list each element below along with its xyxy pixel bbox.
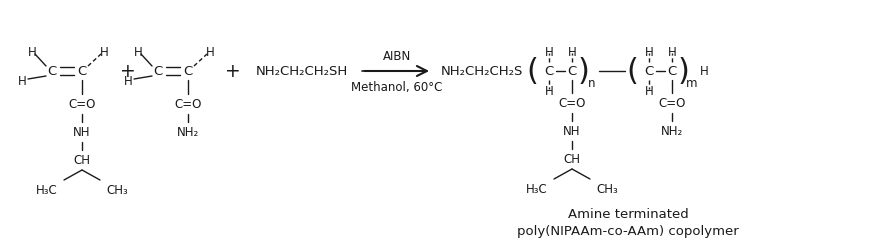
Text: H: H <box>99 45 108 58</box>
Text: ): ) <box>678 57 690 86</box>
Text: C=O: C=O <box>558 97 586 110</box>
Text: H: H <box>568 45 576 58</box>
Text: C: C <box>568 65 576 78</box>
Text: C=O: C=O <box>69 98 96 111</box>
Text: CH: CH <box>563 153 581 166</box>
Text: H: H <box>18 75 26 88</box>
Text: (: ( <box>526 57 538 86</box>
Text: NH₂: NH₂ <box>661 125 683 138</box>
Text: CH₃: CH₃ <box>106 184 128 197</box>
Text: H₃C: H₃C <box>36 184 58 197</box>
Text: Amine terminated: Amine terminated <box>568 208 688 220</box>
Text: C: C <box>77 65 86 78</box>
Text: NH: NH <box>563 125 581 138</box>
Text: H: H <box>668 45 677 58</box>
Text: n: n <box>588 77 596 90</box>
Text: NH₂: NH₂ <box>177 126 199 139</box>
Text: C: C <box>545 65 554 78</box>
Text: CH: CH <box>74 154 91 167</box>
Text: NH₂CH₂CH₂S: NH₂CH₂CH₂S <box>441 65 524 78</box>
Text: +: + <box>121 62 136 81</box>
Text: m: m <box>686 77 698 90</box>
Text: C: C <box>48 65 56 78</box>
Text: H₃C: H₃C <box>526 183 548 196</box>
Text: H: H <box>545 85 554 98</box>
Text: H: H <box>206 45 215 58</box>
Text: H: H <box>700 65 708 78</box>
Text: NH₂CH₂CH₂SH: NH₂CH₂CH₂SH <box>256 65 348 78</box>
Text: H: H <box>645 45 653 58</box>
Text: +: + <box>225 62 241 81</box>
Text: poly(NIPAAm-co-AAm) copolymer: poly(NIPAAm-co-AAm) copolymer <box>517 224 739 237</box>
Text: C=O: C=O <box>174 98 202 111</box>
Text: (: ( <box>626 57 638 86</box>
Text: C: C <box>644 65 654 78</box>
Text: Methanol, 60°C: Methanol, 60°C <box>351 81 443 94</box>
Text: C: C <box>153 65 163 78</box>
Text: CH₃: CH₃ <box>596 183 618 196</box>
Text: C: C <box>183 65 193 78</box>
Text: H: H <box>134 45 143 58</box>
Text: NH: NH <box>73 126 91 139</box>
Text: C: C <box>667 65 677 78</box>
Text: H: H <box>645 85 653 98</box>
Text: ): ) <box>578 57 590 86</box>
Text: H: H <box>123 75 132 88</box>
Text: AIBN: AIBN <box>383 50 411 63</box>
Text: C=O: C=O <box>658 97 686 110</box>
Text: H: H <box>27 45 36 58</box>
Text: H: H <box>545 45 554 58</box>
